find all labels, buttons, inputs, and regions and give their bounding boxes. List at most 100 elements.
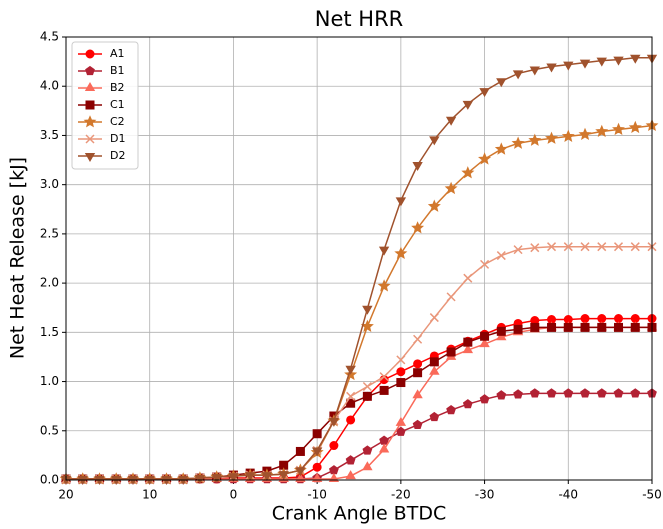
marker (429, 365, 440, 375)
x-tick-label: -40 (558, 488, 578, 502)
marker (244, 472, 256, 482)
marker (194, 475, 206, 484)
marker (446, 292, 456, 302)
marker (563, 322, 573, 332)
series (61, 322, 657, 484)
marker (445, 116, 457, 126)
y-tick-label: 1.0 (40, 374, 59, 388)
marker (83, 115, 97, 128)
line (66, 392, 652, 480)
marker (329, 441, 339, 451)
marker (530, 243, 540, 253)
marker (429, 136, 440, 146)
y-tick-label: 4.5 (40, 30, 59, 44)
marker (614, 314, 624, 324)
marker (346, 391, 356, 401)
marker (480, 331, 490, 341)
marker (378, 443, 390, 453)
marker (85, 49, 95, 59)
marker (463, 337, 473, 347)
series (61, 242, 657, 484)
marker (378, 246, 390, 256)
legend: A1 B1 B2 C1 C2 D1 D2 (71, 41, 139, 170)
legend-label: D1 (110, 132, 125, 145)
marker (379, 435, 389, 445)
marker (85, 100, 95, 110)
x-axis-label: Crank Angle BTDC (272, 503, 446, 525)
marker (362, 305, 373, 315)
marker (528, 133, 542, 146)
marker (295, 446, 305, 456)
marker (462, 399, 473, 409)
line (66, 245, 652, 480)
marker (614, 322, 624, 332)
marker (612, 122, 625, 136)
marker (395, 197, 407, 207)
marker (479, 394, 490, 404)
marker (362, 461, 373, 471)
series (60, 321, 658, 482)
marker (630, 242, 640, 252)
legend-label: A1 (110, 47, 125, 60)
marker (580, 314, 590, 324)
marker (479, 338, 490, 348)
marker (412, 419, 423, 429)
marker (547, 242, 557, 252)
marker (429, 411, 440, 422)
marker (362, 445, 373, 455)
marker (446, 404, 456, 415)
marker (613, 242, 624, 252)
marker (546, 388, 557, 398)
marker (377, 279, 391, 292)
marker (529, 388, 540, 398)
marker (462, 344, 474, 354)
marker (211, 474, 222, 484)
marker (312, 462, 322, 472)
x-tick-label: -10 (307, 488, 327, 502)
y-tick-label: 3.0 (40, 177, 59, 191)
marker (85, 65, 95, 76)
marker (596, 388, 607, 398)
series (61, 388, 657, 484)
x-tick-label: 20 (58, 488, 73, 502)
marker (311, 447, 323, 457)
marker (496, 390, 507, 400)
marker (630, 54, 641, 64)
y-axis-label: Net Heat Release [kJ] (7, 157, 29, 359)
y-tick-label: 3.5 (40, 128, 59, 142)
marker (513, 245, 523, 255)
marker (346, 415, 356, 425)
series (59, 118, 659, 485)
marker (362, 381, 372, 392)
marker (329, 465, 339, 475)
marker (480, 259, 490, 269)
marker (529, 66, 540, 76)
marker (429, 313, 439, 323)
marker (427, 199, 441, 212)
x-tick-label: -50 (642, 488, 662, 502)
marker (444, 181, 458, 195)
y-tick-label: 0.5 (40, 423, 59, 437)
marker (613, 56, 624, 66)
marker (295, 467, 306, 477)
marker (429, 357, 439, 367)
marker (413, 359, 423, 369)
legend-label: C2 (110, 115, 125, 128)
marker (462, 100, 474, 110)
marker (496, 251, 506, 261)
marker (394, 246, 408, 260)
marker (580, 322, 590, 332)
legend-label: B2 (110, 81, 125, 94)
marker (513, 324, 523, 334)
marker (597, 322, 607, 332)
marker (463, 273, 473, 283)
marker (461, 166, 475, 179)
marker (395, 416, 407, 426)
marker (228, 473, 239, 483)
marker (563, 388, 574, 398)
series (60, 54, 658, 486)
y-tick-label: 1.5 (40, 325, 59, 339)
marker (85, 134, 95, 144)
x-tick-label: 10 (142, 488, 157, 502)
legend-label: B1 (110, 64, 125, 77)
